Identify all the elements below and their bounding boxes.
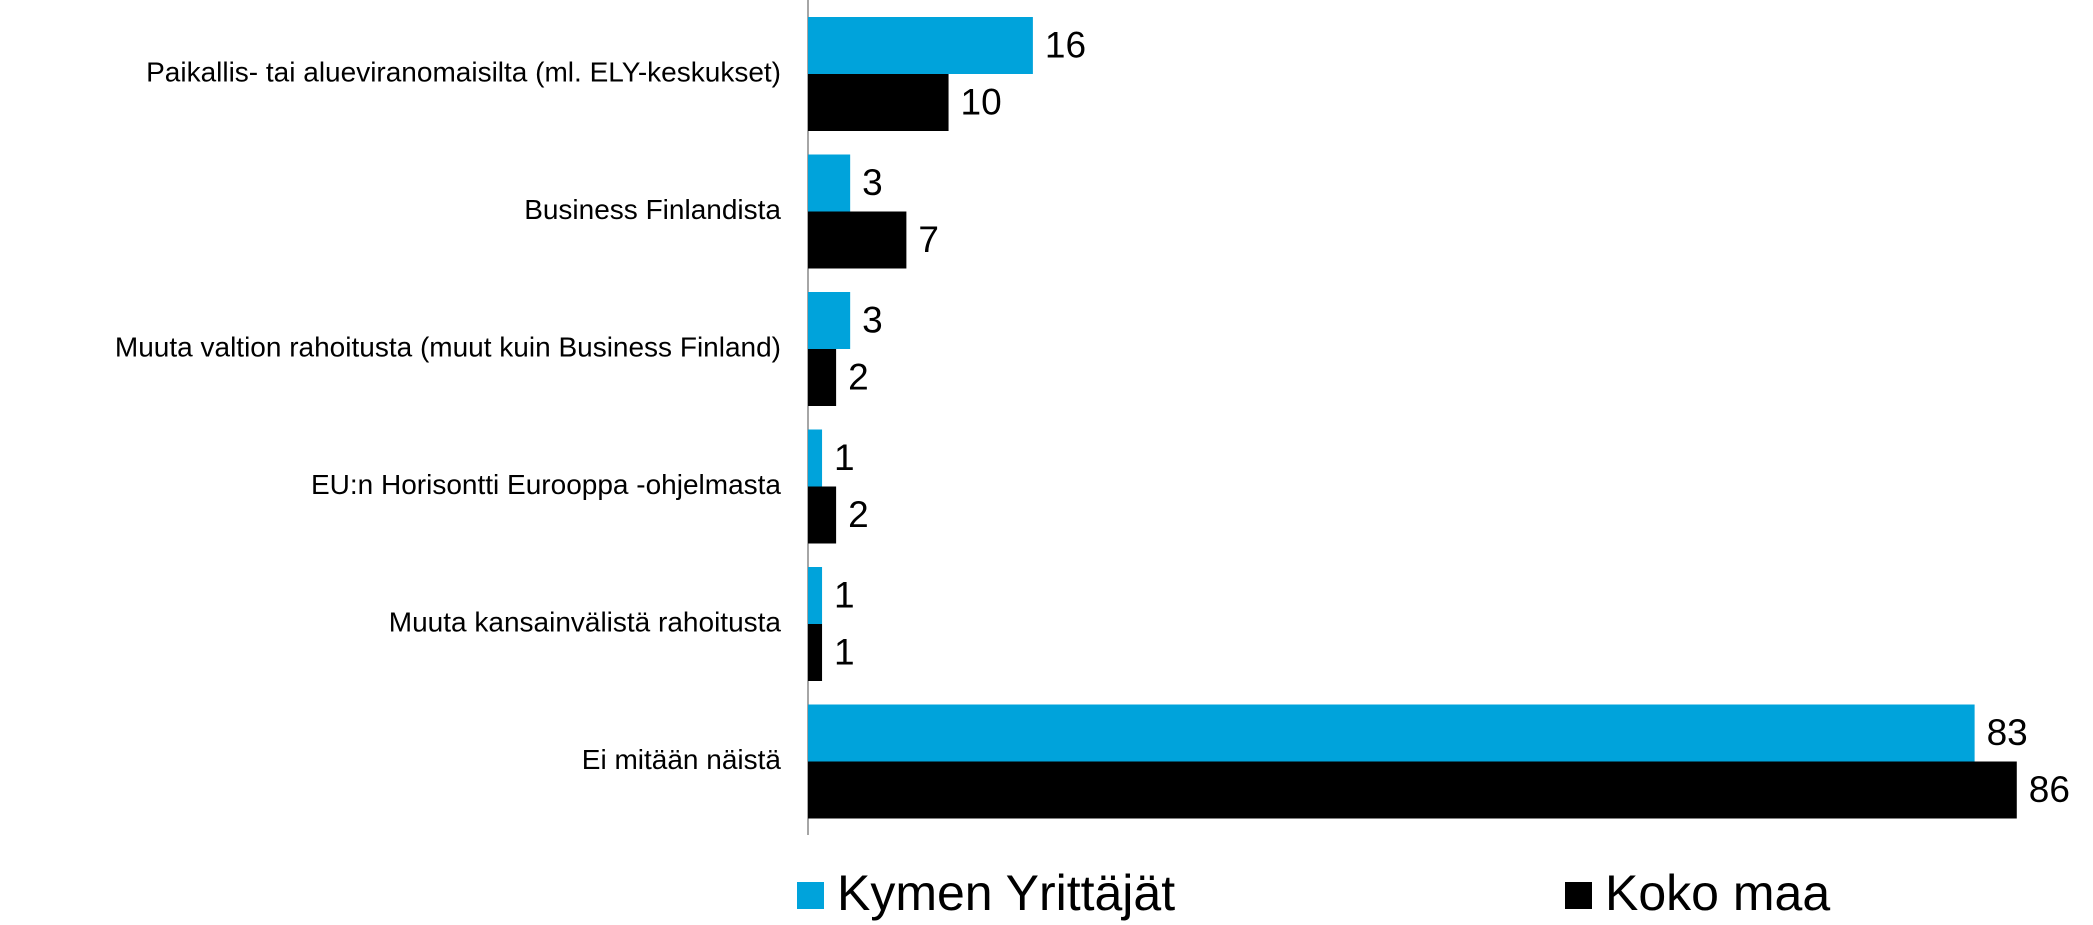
- value-label: 1: [834, 631, 855, 672]
- value-label: 2: [848, 356, 869, 397]
- bar: [808, 292, 851, 349]
- value-label: 10: [961, 81, 1002, 122]
- category-label: Muuta kansainvälistä rahoitusta: [389, 606, 782, 637]
- category-label: Ei mitään näistä: [582, 744, 782, 775]
- value-label: 1: [834, 574, 855, 615]
- bar: [808, 624, 823, 681]
- bar: [808, 486, 837, 544]
- value-label: 16: [1045, 24, 1086, 65]
- value-label: 7: [918, 219, 939, 260]
- value-label: 2: [848, 494, 869, 535]
- value-label: 83: [1987, 712, 2028, 753]
- value-label: 86: [2029, 769, 2070, 810]
- bar: [808, 17, 1033, 74]
- bar: [808, 761, 2017, 819]
- category-label: Business Finlandista: [524, 194, 781, 225]
- legend-label: Koko maa: [1605, 865, 1830, 921]
- value-label: 3: [862, 162, 883, 203]
- bar: [808, 704, 1975, 762]
- bar: [808, 567, 823, 624]
- category-label: Muuta valtion rahoitusta (muut kuin Busi…: [115, 331, 781, 362]
- value-label: 1: [834, 437, 855, 478]
- category-label: EU:n Horisontti Eurooppa -ohjelmasta: [311, 469, 781, 500]
- legend-swatch: [797, 882, 824, 909]
- category-label: Paikallis- tai alueviranomaisilta (ml. E…: [146, 56, 781, 87]
- bar: [808, 429, 823, 487]
- legend-swatch: [1565, 882, 1592, 909]
- bar: [808, 154, 851, 212]
- value-label: 3: [862, 299, 883, 340]
- bar: [808, 349, 837, 406]
- legend-label: Kymen Yrittäjät: [837, 865, 1175, 921]
- bar: [808, 211, 907, 269]
- bar: [808, 74, 949, 131]
